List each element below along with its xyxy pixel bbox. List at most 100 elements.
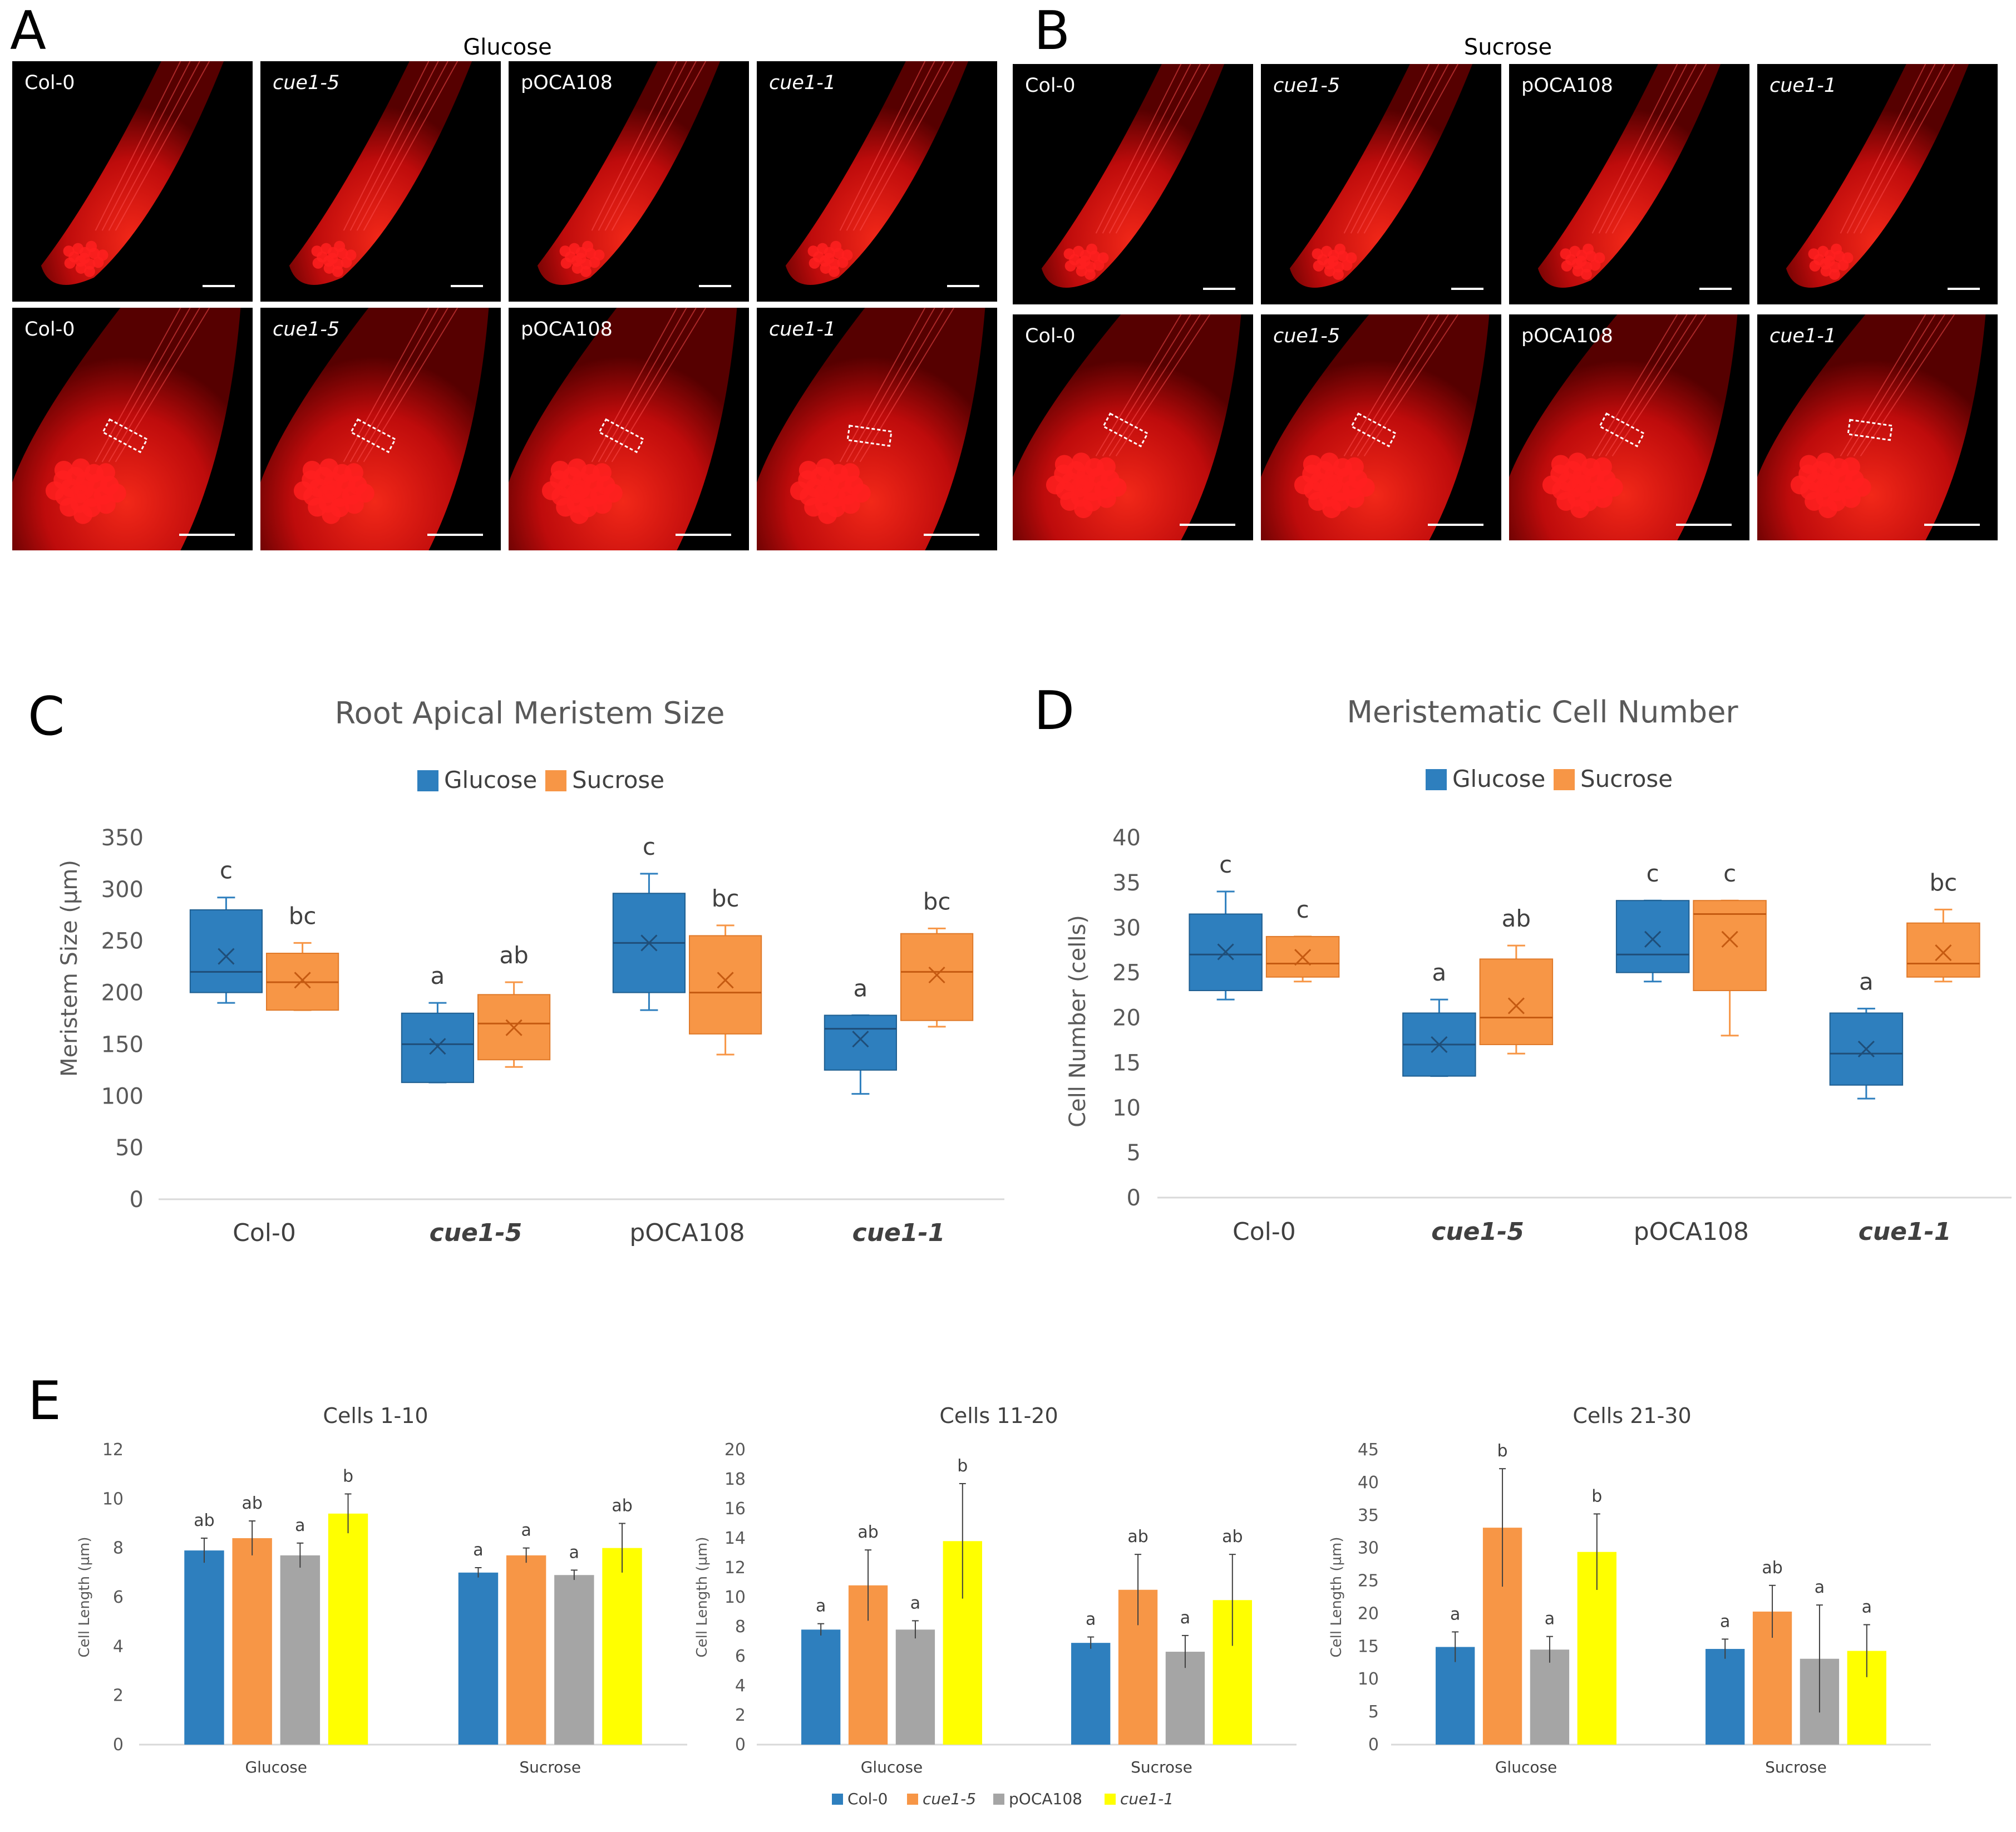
micrograph-label: Col-0 bbox=[1025, 325, 1075, 347]
significance-label: ab bbox=[499, 942, 528, 969]
meristem-cell bbox=[560, 257, 572, 269]
significance-label: c bbox=[1219, 851, 1232, 878]
cell-file-line bbox=[1363, 63, 1459, 234]
cell-file-line bbox=[101, 61, 191, 231]
y-tick-label: 12 bbox=[102, 1440, 124, 1460]
y-tick-label: 350 bbox=[101, 825, 144, 851]
significance-label: a bbox=[473, 1540, 483, 1560]
chart-d-title: Meristematic Cell Number bbox=[1347, 695, 1738, 730]
cell-file-line bbox=[108, 307, 200, 462]
y-tick-label: 10 bbox=[1358, 1670, 1379, 1689]
micrograph-label: pOCA108 bbox=[521, 72, 613, 94]
x-category-label: pOCA108 bbox=[629, 1219, 745, 1247]
meristem-cell bbox=[97, 249, 109, 261]
cell-file-line bbox=[1605, 63, 1697, 234]
meristem-cell bbox=[302, 460, 322, 480]
meristem-cell bbox=[83, 265, 95, 277]
meristem-cell bbox=[569, 243, 580, 254]
panel-letter-d: D bbox=[1034, 681, 1074, 742]
box-glucose bbox=[189, 897, 263, 1004]
micrograph-tile: cue1-5 bbox=[1261, 63, 1501, 304]
micrograph-label: cue1-5 bbox=[273, 72, 339, 94]
meristem-cell bbox=[1308, 491, 1328, 511]
meristem-cell bbox=[1303, 455, 1322, 474]
box-sucrose bbox=[1265, 935, 1340, 983]
meristem-cell bbox=[64, 257, 76, 269]
bar-poca108 bbox=[554, 1575, 594, 1745]
cell-file-line bbox=[839, 307, 926, 462]
significance-label: a bbox=[910, 1593, 920, 1613]
micrograph-tile: Col-0 bbox=[1013, 314, 1253, 540]
cell-file-line bbox=[1115, 63, 1211, 234]
bar-cue1-1 bbox=[328, 1513, 368, 1745]
meristem-cell bbox=[60, 498, 79, 517]
micrograph-label: Col-0 bbox=[24, 72, 75, 94]
meristem-cell bbox=[86, 240, 97, 252]
significance-label: c bbox=[1723, 860, 1736, 887]
mean-marker bbox=[218, 948, 235, 965]
box bbox=[824, 1015, 898, 1071]
legend-swatch bbox=[907, 1794, 918, 1805]
meristem-cell bbox=[1809, 260, 1821, 272]
bar-col-0 bbox=[458, 1572, 499, 1745]
cell-file-line bbox=[1611, 314, 1707, 457]
micrograph-label: cue1-1 bbox=[769, 318, 836, 341]
chart-cells-1-10: Cells 1-10 Cell Length (µm) 0 2 4 6 8 10 12 Gluco… bbox=[76, 1403, 687, 1776]
x-category-label: Col-0 bbox=[233, 1219, 296, 1247]
legend-swatch-sucrose bbox=[1554, 769, 1575, 790]
meristem-cell bbox=[332, 265, 343, 277]
cell-file-line bbox=[1860, 63, 1955, 234]
cell-file-line bbox=[95, 61, 181, 231]
y-tick-label: 30 bbox=[1112, 915, 1141, 941]
cell-file-line bbox=[363, 307, 459, 462]
micrograph-label: cue1-5 bbox=[273, 318, 339, 341]
cell-file-line bbox=[846, 61, 935, 231]
y-tick-label: 10 bbox=[102, 1489, 124, 1509]
meristem-cell bbox=[45, 481, 65, 500]
meristem-cell bbox=[54, 460, 73, 480]
box-glucose bbox=[824, 1014, 898, 1095]
meristem-cell bbox=[817, 243, 829, 254]
meristem-cell bbox=[541, 481, 561, 500]
chart-title: Cells 21-30 bbox=[1573, 1403, 1691, 1428]
cell-file-line bbox=[598, 307, 687, 462]
meristem-cell bbox=[582, 240, 594, 252]
meristem-cell bbox=[1551, 455, 1570, 474]
cell-file-line bbox=[604, 307, 697, 462]
significance-label: ab bbox=[194, 1511, 214, 1530]
x-category-label: Sucrose bbox=[1131, 1758, 1192, 1776]
bar-col-0 bbox=[801, 1629, 841, 1745]
meristem-cell bbox=[1841, 457, 1860, 476]
micrograph-tile: cue1-5 bbox=[260, 307, 501, 550]
cell-file-line bbox=[343, 61, 430, 231]
meristem-cell bbox=[1073, 245, 1085, 257]
meristem-cell bbox=[1799, 455, 1818, 474]
y-tick-label: 4 bbox=[735, 1676, 746, 1696]
cell-file-line bbox=[101, 307, 191, 462]
legend-label-sucrose: Sucrose bbox=[572, 766, 664, 794]
significance-label: ab bbox=[1502, 905, 1531, 932]
meristem-cell bbox=[570, 505, 589, 524]
mean-marker bbox=[717, 972, 734, 989]
y-axis-title: Cell Length (µm) bbox=[1328, 1537, 1345, 1658]
chart-c-legend: Glucose Sucrose bbox=[417, 766, 664, 794]
y-tick-label: 30 bbox=[1358, 1539, 1379, 1558]
mean-marker bbox=[852, 1031, 869, 1048]
y-tick-label: 10 bbox=[724, 1588, 746, 1607]
cell-file-line bbox=[1591, 314, 1678, 457]
y-tick-label: 0 bbox=[735, 1735, 746, 1755]
box bbox=[1479, 958, 1554, 1046]
meristem-cell bbox=[807, 245, 819, 257]
significance-label: b bbox=[343, 1467, 353, 1486]
chart-cells-21-30: Cells 21-30 Cell Length (µm) 0 5 10 15 20 25 30 3… bbox=[1328, 1403, 1931, 1776]
significance-label: a bbox=[1720, 1612, 1730, 1631]
mean-marker bbox=[294, 972, 311, 989]
chart-cells-11-20: Cells 11-20 Cell Length (µm) 0 2 4 6 8 10 12 14 16… bbox=[694, 1403, 1297, 1776]
y-tick-label: 0 bbox=[1368, 1735, 1379, 1755]
y-tick-label: 20 bbox=[1358, 1604, 1379, 1623]
x-category-label: cue1-1 bbox=[852, 1219, 945, 1247]
chart-c-title: Root Apical Meristem Size bbox=[335, 696, 725, 731]
significance-label: a bbox=[1859, 968, 1874, 995]
meristem-cell bbox=[1322, 499, 1342, 519]
meristem-cell bbox=[1570, 499, 1590, 519]
